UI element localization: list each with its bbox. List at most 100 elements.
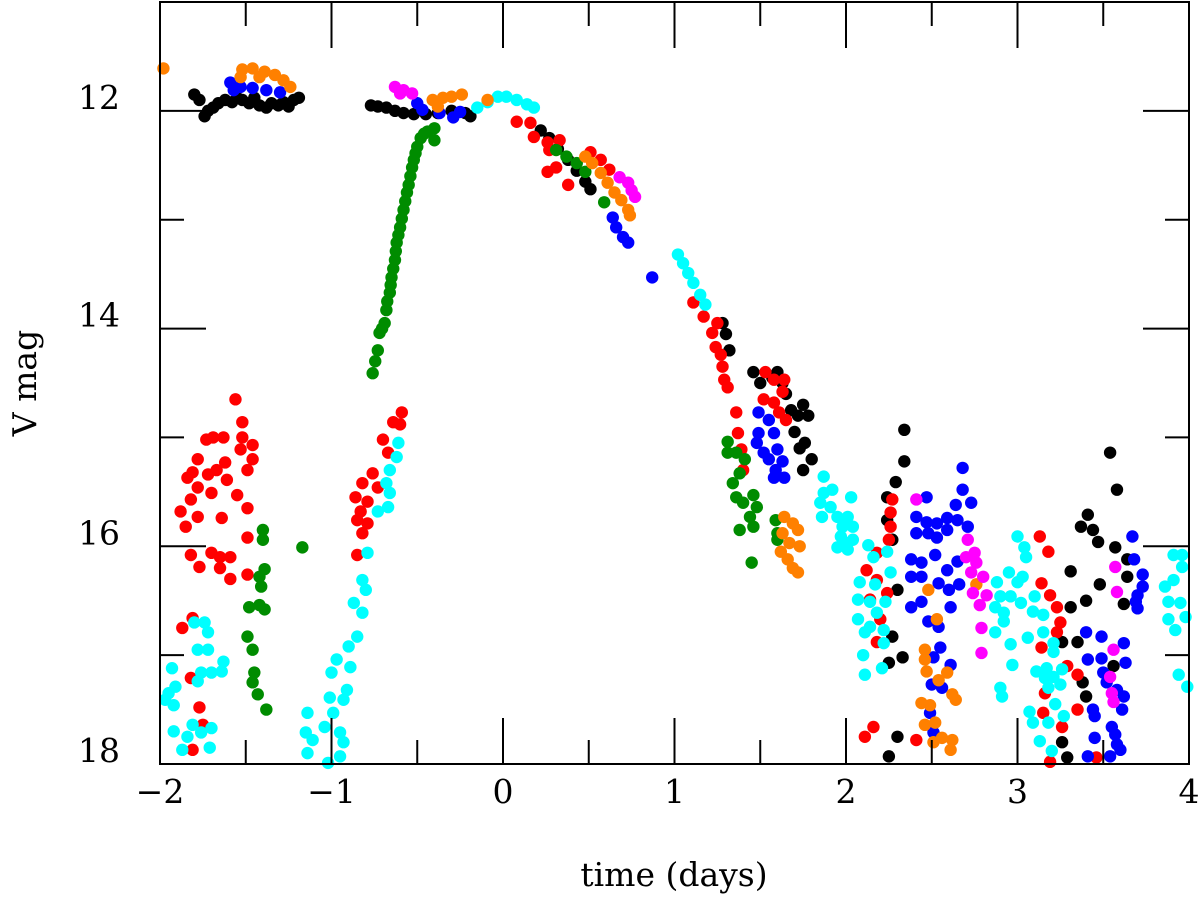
data-point (527, 101, 541, 114)
data-point (453, 105, 467, 119)
data-point (254, 580, 268, 593)
data-point (990, 576, 1004, 589)
data-point (733, 467, 746, 480)
data-point (229, 393, 242, 406)
data-point (585, 156, 599, 170)
data-point (549, 161, 563, 174)
data-points (157, 62, 1194, 770)
data-point (949, 498, 962, 512)
data-point (628, 190, 642, 204)
data-point (1035, 577, 1048, 590)
data-point (561, 178, 575, 192)
data-point (393, 87, 407, 100)
data-point (932, 577, 945, 590)
data-point (846, 520, 860, 533)
data-point (815, 510, 829, 524)
data-point (1169, 623, 1182, 637)
data-point (241, 531, 254, 544)
data-point (201, 626, 215, 639)
data-point (201, 643, 215, 656)
data-point (915, 556, 928, 569)
data-point (333, 750, 347, 763)
data-point (234, 70, 247, 84)
data-point (1037, 608, 1050, 622)
data-point (915, 570, 928, 583)
data-point (1040, 662, 1053, 675)
data-point (1093, 578, 1107, 591)
data-point (186, 718, 199, 732)
data-point (376, 433, 390, 446)
data-point (301, 706, 314, 720)
data-point (236, 431, 249, 444)
data-point (325, 666, 338, 679)
data-point (1019, 550, 1033, 564)
data-point (246, 62, 259, 75)
data-point (176, 621, 189, 635)
y-tick-label: 16 (78, 513, 120, 552)
data-point (417, 127, 431, 140)
data-point (743, 510, 757, 524)
data-point (246, 81, 259, 95)
data-point (1127, 553, 1141, 566)
data-point (1014, 596, 1028, 610)
data-point (721, 381, 734, 394)
data-point (838, 513, 851, 527)
data-point (174, 505, 187, 518)
data-point (601, 176, 614, 189)
data-point (730, 406, 743, 419)
data-point (757, 393, 770, 406)
data-point (1004, 590, 1017, 603)
data-point (1117, 636, 1131, 650)
data-point (997, 606, 1010, 619)
data-point (366, 467, 379, 480)
series-2 (241, 122, 784, 716)
data-point (687, 276, 700, 290)
data-point (1095, 652, 1108, 665)
data-point (181, 730, 194, 743)
data-point (980, 589, 993, 602)
data-point (1037, 626, 1050, 639)
data-point (1079, 626, 1093, 639)
data-point (802, 409, 815, 422)
data-point (351, 630, 364, 643)
y-tick-label: 14 (78, 296, 120, 335)
data-point (193, 560, 206, 574)
data-point (721, 435, 734, 448)
data-point (882, 533, 896, 546)
data-point (858, 626, 872, 639)
data-point (584, 183, 597, 196)
data-point (464, 110, 477, 123)
data-point (783, 536, 796, 550)
data-point (1088, 709, 1101, 723)
data-point (1109, 560, 1122, 574)
data-point (241, 463, 254, 477)
data-point (731, 426, 745, 440)
data-point (318, 720, 331, 734)
data-point (930, 613, 944, 626)
data-point (910, 527, 923, 540)
data-point (918, 718, 932, 732)
data-point (193, 701, 206, 714)
data-point (910, 510, 923, 524)
data-point (191, 675, 204, 688)
data-point (356, 606, 369, 619)
data-point (726, 476, 740, 490)
data-point (676, 257, 690, 270)
data-point (1026, 605, 1040, 618)
data-point (977, 570, 990, 583)
data-point (1109, 728, 1122, 741)
data-point (994, 590, 1007, 603)
data-point (738, 453, 752, 466)
data-point (1126, 530, 1139, 543)
data-point (920, 665, 933, 678)
data-point (952, 578, 966, 591)
data-point (361, 517, 374, 530)
data-point (1167, 548, 1180, 562)
data-point (752, 406, 765, 419)
data-point (1088, 731, 1101, 745)
data-point (402, 178, 415, 192)
data-point (246, 453, 259, 466)
data-point (351, 548, 364, 562)
data-point (961, 520, 974, 533)
